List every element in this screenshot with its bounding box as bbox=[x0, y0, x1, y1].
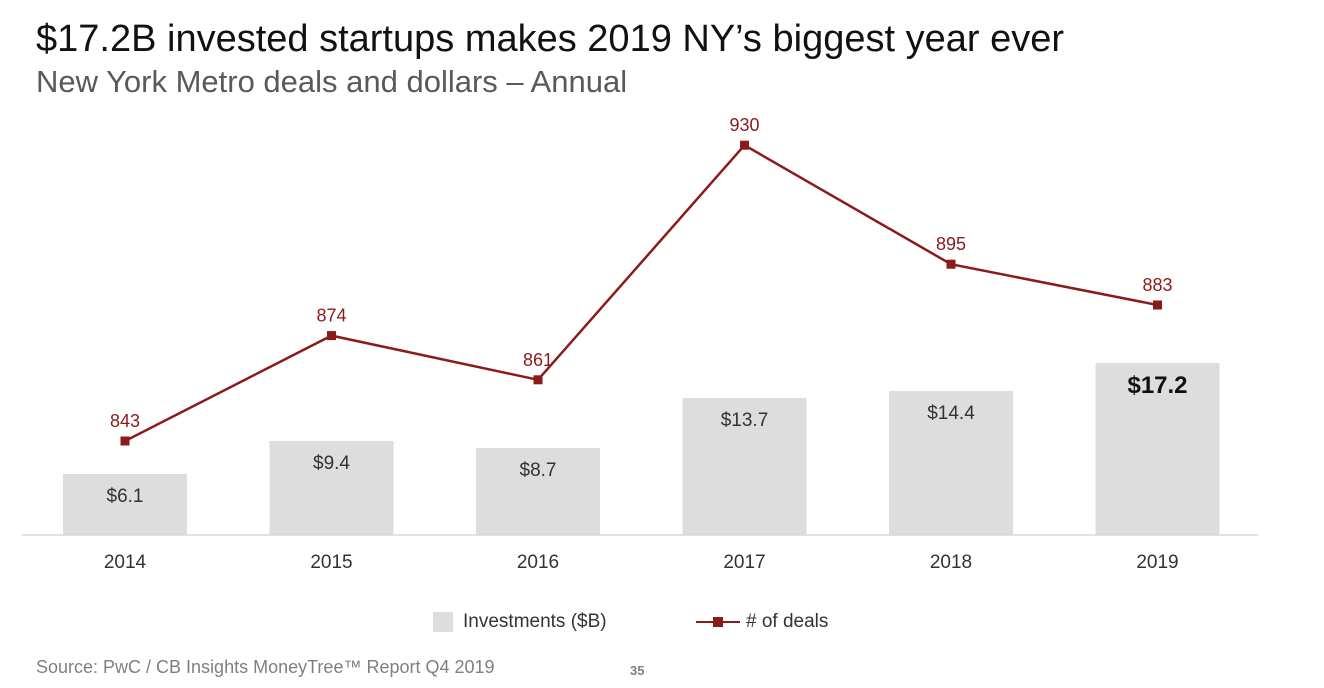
deals-value-label-2019: 883 bbox=[1142, 275, 1172, 295]
bar-value-label-2016: $8.7 bbox=[520, 460, 557, 481]
bar-investments-2016 bbox=[476, 448, 600, 535]
deals-value-label-2017: 930 bbox=[729, 115, 759, 135]
x-tick-label-2018: 2018 bbox=[930, 552, 972, 573]
source-note: Source: PwC / CB Insights MoneyTree™ Rep… bbox=[36, 657, 495, 677]
bar-value-label-2015: $9.4 bbox=[313, 453, 350, 474]
x-tick-label-2015: 2015 bbox=[310, 552, 352, 573]
deals-marker-2015 bbox=[327, 331, 336, 341]
legend-bar-swatch bbox=[433, 612, 453, 632]
bar-investments-2014 bbox=[63, 474, 187, 535]
bar-investments-2019 bbox=[1095, 363, 1220, 535]
deals-marker-2014 bbox=[120, 436, 130, 446]
x-tick-label-2019: 2019 bbox=[1136, 552, 1178, 573]
page-number: 35 bbox=[630, 663, 645, 678]
x-tick-label-2014: 2014 bbox=[104, 552, 147, 573]
deals-line bbox=[124, 143, 1158, 443]
deals-value-label-2016: 861 bbox=[523, 350, 553, 370]
deals-value-label-2015: 874 bbox=[316, 306, 346, 326]
bar-value-label-2017: $13.7 bbox=[721, 410, 769, 431]
bar-investments-2015 bbox=[269, 441, 394, 535]
combo-chart: 2014 2015 2016 2017 2018 2019 $6.1 $9.4 $8.7 $13.… bbox=[22, 115, 1258, 573]
chart-title: $17.2B invested startups makes 2019 NY’s… bbox=[36, 18, 1064, 60]
deals-marker-2017 bbox=[740, 140, 749, 150]
chart-legend: Investments ($B) # of deals bbox=[0, 608, 1324, 638]
deals-marker-2016 bbox=[533, 375, 543, 385]
bar-value-label-2014: $6.1 bbox=[107, 486, 144, 507]
bar-investments-2017 bbox=[682, 398, 807, 535]
bar-value-label-2019: $17.2 bbox=[1127, 372, 1187, 399]
deals-value-label-2018: 895 bbox=[936, 234, 966, 254]
x-tick-label-2016: 2016 bbox=[517, 552, 559, 573]
chart-subtitle: New York Metro deals and dollars – Annua… bbox=[36, 64, 628, 99]
legend-item-investments: Investments ($B) bbox=[433, 608, 607, 636]
legend-line-swatch bbox=[696, 612, 740, 632]
deals-marker-2018 bbox=[946, 259, 956, 269]
legend-label-investments: Investments ($B) bbox=[463, 611, 607, 632]
bar-investments-2018 bbox=[889, 391, 1013, 535]
deals-value-label-2014: 843 bbox=[110, 411, 140, 431]
x-tick-label-2017: 2017 bbox=[723, 552, 765, 573]
deals-marker-2019 bbox=[1153, 300, 1162, 310]
legend-label-deals: # of deals bbox=[746, 611, 829, 632]
legend-item-deals: # of deals bbox=[696, 608, 828, 636]
bar-value-label-2018: $14.4 bbox=[927, 403, 975, 424]
